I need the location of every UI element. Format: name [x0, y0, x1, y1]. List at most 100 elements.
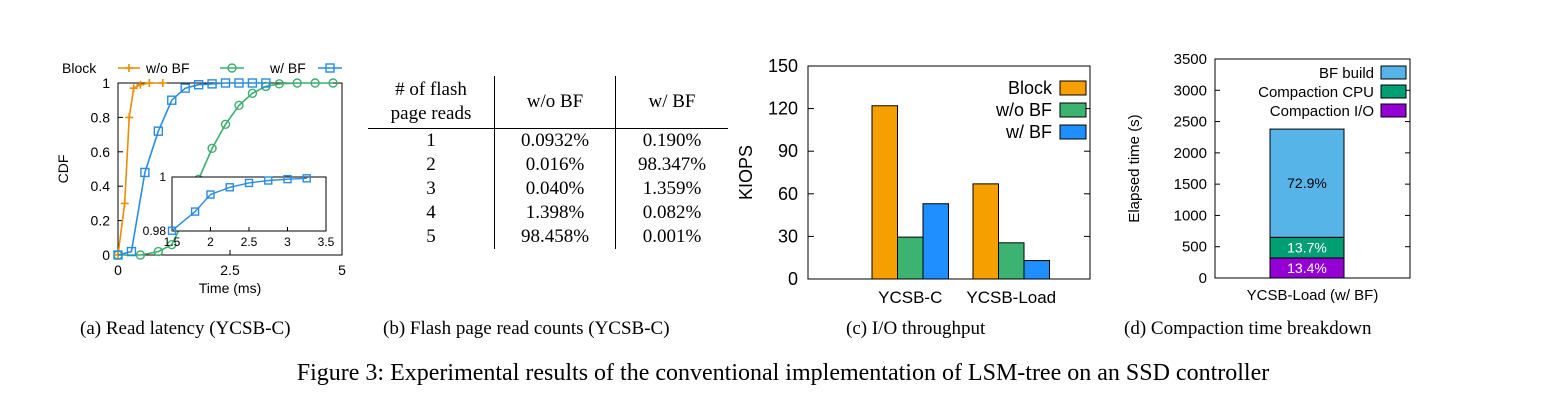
- legend-label-wo-bf: w/o BF: [145, 60, 190, 76]
- table-row: 3 0.040% 1.359%: [368, 177, 728, 201]
- table-cell: 1: [426, 130, 436, 151]
- caption-a: (a) Read latency (YCSB-C): [80, 318, 291, 339]
- inset-x-tick-label: 2.5: [241, 235, 258, 249]
- table-header-wo-bf: w/o BF: [494, 76, 616, 129]
- header-line-1: # of flash: [395, 79, 467, 100]
- plus-marker: [136, 80, 145, 89]
- circle-marker: [227, 63, 237, 73]
- plus-marker: [125, 113, 134, 122]
- table-cell: 98.347%: [615, 153, 728, 177]
- table-cell: 0.0932%: [494, 128, 616, 153]
- y-tick-label: 2000: [1174, 145, 1207, 162]
- table-header-reads: # of flash page reads: [368, 76, 495, 129]
- y-tick-label: 0.8: [91, 109, 111, 125]
- square-marker: [234, 78, 244, 88]
- plus-marker: [129, 84, 138, 93]
- legend-label-block: Block: [1008, 78, 1053, 98]
- legend-label-w-bf: w/ BF: [269, 60, 306, 76]
- circle-marker: [292, 78, 302, 88]
- caption-b: (b) Flash page read counts (YCSB-C): [383, 318, 670, 339]
- header-line-2: page reads: [390, 103, 472, 124]
- y-axis-label: KIOPS: [736, 145, 756, 200]
- legend-title: Block: [62, 60, 97, 76]
- y-tick-label: 500: [1182, 239, 1207, 256]
- segment-label-compaction_cpu: 13.7%: [1287, 240, 1327, 256]
- x-axis-label: Time (ms): [199, 280, 261, 296]
- square-marker: [325, 63, 335, 73]
- y-tick-label: 3500: [1174, 51, 1207, 68]
- bar-block: [972, 183, 999, 280]
- y-tick-label: 1500: [1174, 176, 1207, 193]
- square-marker: [283, 174, 292, 184]
- x-category-label: YCSB-Load: [966, 288, 1056, 307]
- y-tick-label: 150: [768, 56, 798, 76]
- y-tick-label: 0.4: [91, 178, 111, 194]
- legend-swatch-block: [1059, 80, 1087, 96]
- square-marker: [220, 78, 231, 88]
- x-tick-label: 5: [338, 262, 346, 278]
- chart-d-plot: 0 500 1000 1500 2000 2500 3000 3500 Elapsed time…: [1126, 51, 1411, 304]
- table-cell: 0.040%: [494, 177, 616, 201]
- inset-x-tick-label: 3.5: [318, 235, 335, 249]
- table-cell: 0.001%: [615, 225, 728, 249]
- square-marker: [126, 246, 137, 257]
- circle-marker: [247, 88, 258, 99]
- y-tick-label: 30: [778, 226, 798, 246]
- circle-marker: [310, 78, 320, 88]
- square-marker: [193, 80, 204, 90]
- caption-c: (c) I/O throughput: [846, 318, 986, 339]
- table-header-w-bf: w/ BF: [615, 76, 728, 129]
- y-tick-label: 2500: [1174, 114, 1207, 131]
- square-marker: [180, 83, 190, 93]
- inset-x-tick-label: 3: [284, 235, 291, 249]
- table-cell: 4: [426, 202, 436, 223]
- stack-segment-bf_build: [1269, 128, 1345, 238]
- table-cell: 1.359%: [615, 177, 728, 201]
- y-tick-label: 0: [788, 269, 798, 289]
- table-cell: 0.190%: [615, 128, 728, 153]
- square-marker: [206, 190, 215, 199]
- table-cell: 0.016%: [494, 153, 616, 177]
- table-row: 1 0.0932% 0.190%: [368, 128, 728, 153]
- circle-marker: [207, 143, 217, 154]
- square-marker: [247, 78, 258, 88]
- chart-a-plot: 0 0.2 0.4 0.6 0.8 1 0 2.5 5 Time (ms) CDF 0.98 1 1.5 2…: [55, 60, 346, 296]
- legend-swatch-compaction_cpu: [1380, 84, 1407, 99]
- table-row: 4 1.398% 0.082%: [368, 201, 728, 225]
- x-category-label: YCSB-C: [878, 288, 942, 307]
- circle-marker: [135, 250, 146, 260]
- bar-block: [871, 105, 898, 280]
- inset-frame: [171, 176, 327, 232]
- plus-marker: [125, 64, 133, 72]
- inset-y-tick-label: 1: [159, 170, 166, 184]
- legend-label-compaction_io: Compaction I/O: [1270, 103, 1374, 120]
- circle-marker: [234, 100, 244, 111]
- legend-swatch-bf_build: [1380, 65, 1407, 80]
- square-marker: [140, 167, 150, 178]
- table-row: 5 98.458% 0.001%: [368, 225, 728, 249]
- y-tick-label: 90: [778, 141, 798, 161]
- table-cell: 2: [426, 154, 436, 175]
- legend-swatch-w_bf: [1059, 124, 1087, 140]
- square-marker: [302, 174, 311, 183]
- x-tick-label: 0: [114, 262, 122, 278]
- bar-wo_bf: [998, 242, 1025, 280]
- circle-marker: [153, 246, 164, 257]
- flash-page-read-table: # of flash page reads w/o BF w/ BF 1 0.0…: [368, 76, 728, 249]
- x-tick-label: 2.5: [220, 262, 240, 278]
- legend-label-bf_build: BF build: [1319, 65, 1374, 82]
- y-tick-label: 120: [768, 99, 798, 119]
- table-cell: 1.398%: [494, 201, 616, 225]
- table-cell: 5: [426, 226, 436, 247]
- series-line-w: [117, 82, 266, 256]
- y-tick-label: 3000: [1174, 82, 1207, 99]
- table-cell: 98.458%: [494, 225, 616, 249]
- inset-x-tick-label: 2: [207, 235, 214, 249]
- caption-d: (d) Compaction time breakdown: [1124, 318, 1372, 339]
- y-axis-label: CDF: [55, 155, 71, 184]
- plus-marker: [120, 199, 129, 208]
- circle-marker: [274, 79, 284, 89]
- inset-x-tick-label: 1.5: [164, 235, 181, 249]
- square-marker: [167, 95, 177, 105]
